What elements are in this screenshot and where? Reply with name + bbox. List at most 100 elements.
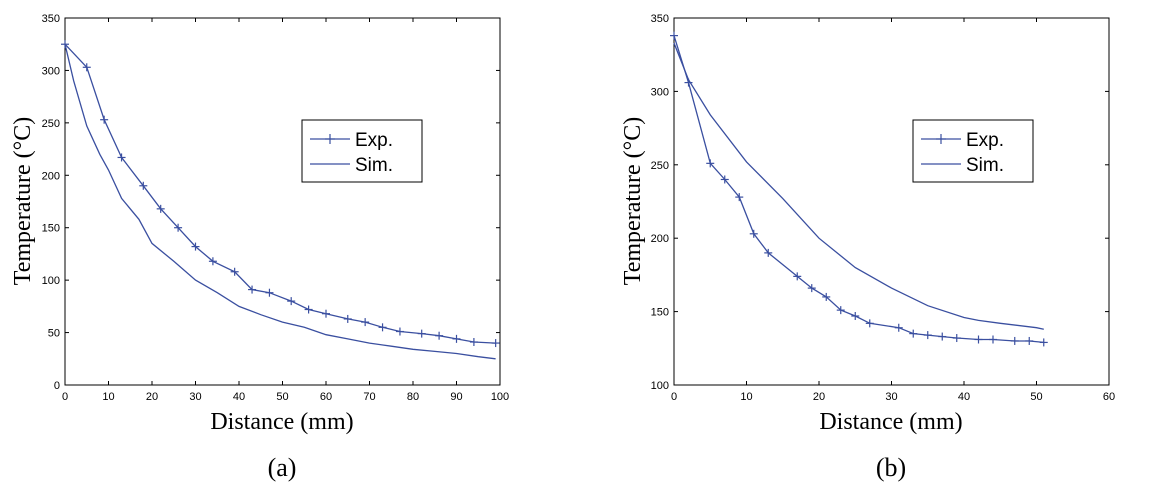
plot-area-frame: [673, 17, 1110, 386]
x-tick-label: 30: [189, 391, 201, 403]
x-tick-label: 20: [813, 391, 825, 403]
data-point-exp: [287, 297, 296, 306]
legend-label-exp: Exp.: [966, 130, 1004, 151]
data-point-exp: [670, 31, 678, 40]
y-tick-label: 250: [651, 160, 669, 172]
data-point-exp: [469, 338, 478, 347]
data-point-exp: [807, 284, 816, 293]
data-point-exp: [923, 331, 932, 340]
axis-ticks: 0 10 20 30 40 50 60 100 150 200 250 300 350: [651, 13, 1115, 403]
data-point-exp: [378, 323, 387, 332]
data-point-exp: [851, 312, 860, 321]
data-point-exp: [139, 181, 148, 190]
y-tick-label: 0: [54, 380, 60, 392]
y-tick-label: 100: [42, 275, 60, 287]
x-tick-label: 0: [62, 391, 68, 403]
y-tick-label: 50: [48, 328, 60, 340]
data-point-exp: [174, 223, 183, 232]
legend-label-sim: Sim.: [355, 155, 393, 176]
data-point-exp: [156, 204, 165, 213]
x-tick-label: 10: [102, 391, 114, 403]
x-axis-label: Distance (mm): [819, 409, 962, 435]
x-tick-label: 90: [450, 391, 462, 403]
x-tick-label: 50: [276, 391, 288, 403]
data-point-exp: [836, 306, 845, 315]
x-tick-label: 0: [671, 391, 677, 403]
data-point-exp: [491, 339, 500, 348]
series-line-sim: [673, 42, 1044, 330]
data-point-exp: [191, 242, 200, 251]
data-point-exp: [100, 115, 109, 124]
y-tick-label: 350: [651, 13, 669, 25]
y-tick-label: 150: [651, 307, 669, 319]
data-point-exp: [952, 334, 961, 343]
data-point-exp: [894, 323, 903, 332]
data-point-exp: [1025, 336, 1034, 345]
data-point-exp: [1039, 338, 1048, 347]
axis-ticks: 0 10 20 30 40 50 60 70 80 90 100 0 50 100 150 200 250 300…: [42, 13, 510, 403]
series-line-sim: [64, 44, 496, 360]
data-point-exp: [865, 319, 874, 328]
x-tick-label: 50: [1030, 391, 1042, 403]
x-tick-label: 40: [233, 391, 245, 403]
legend-box: [912, 119, 1034, 183]
data-point-exp: [989, 335, 997, 344]
y-tick-label: 150: [42, 223, 60, 235]
legend: Exp. Sim.: [301, 119, 423, 183]
y-axis-label: Temperature (°C): [620, 117, 646, 286]
x-tick-label: 40: [958, 391, 970, 403]
legend-marker-exp: [325, 134, 335, 144]
legend-label-sim: Sim.: [966, 155, 1004, 176]
y-tick-label: 200: [42, 170, 60, 182]
x-tick-label: 70: [363, 391, 375, 403]
panel-label-b: (b): [876, 453, 906, 482]
data-point-exp: [1010, 336, 1019, 345]
x-tick-label: 60: [320, 391, 332, 403]
data-point-exp: [395, 327, 404, 336]
x-tick-label: 100: [491, 391, 509, 403]
data-point-exp: [248, 285, 257, 294]
legend-box: [301, 119, 423, 183]
x-tick-label: 60: [1103, 391, 1115, 403]
data-point-exp: [265, 288, 274, 297]
x-tick-label: 80: [407, 391, 419, 403]
legend-marker-exp: [936, 134, 946, 144]
data-point-exp: [706, 159, 715, 168]
data-point-exp: [909, 329, 918, 338]
data-point-exp: [822, 292, 831, 301]
data-point-exp: [974, 335, 983, 344]
y-axis-label: Temperature (°C): [10, 117, 36, 286]
x-axis-label: Distance (mm): [210, 409, 353, 435]
data-point-exp: [230, 267, 239, 276]
data-point-exp: [749, 229, 758, 238]
y-tick-label: 300: [651, 86, 669, 98]
y-tick-label: 300: [42, 65, 60, 77]
legend-label-exp: Exp.: [355, 130, 393, 151]
y-tick-label: 100: [651, 380, 669, 392]
x-tick-label: 10: [740, 391, 752, 403]
data-point-exp: [452, 334, 461, 343]
data-point-exp: [417, 329, 426, 338]
y-tick-label: 350: [42, 13, 60, 25]
x-tick-label: 30: [885, 391, 897, 403]
data-point-exp: [343, 314, 352, 323]
panel-label-a: (a): [268, 453, 297, 482]
data-point-exp: [735, 193, 744, 202]
data-point-exp: [938, 332, 947, 341]
x-tick-label: 20: [146, 391, 158, 403]
chart-panel-b: 0 10 20 30 40 50 60 100 150 200 250 300 350 Exp. Sim…: [620, 13, 1115, 482]
data-point-exp: [361, 318, 370, 327]
data-point-exp: [435, 331, 444, 340]
data-point-exp: [322, 309, 330, 318]
data-point-exp: [82, 63, 91, 72]
data-point-exp: [208, 257, 217, 266]
series-layer: [670, 31, 1048, 347]
data-point-exp: [117, 153, 126, 162]
data-point-exp: [793, 272, 802, 281]
data-point-exp: [720, 175, 729, 184]
data-point-exp: [304, 305, 313, 314]
chart-panel-a: 0 10 20 30 40 50 60 70 80 90 100 0 50 100 150 200 250 300…: [10, 13, 509, 482]
legend: Exp. Sim.: [912, 119, 1034, 183]
y-tick-label: 200: [651, 233, 669, 245]
